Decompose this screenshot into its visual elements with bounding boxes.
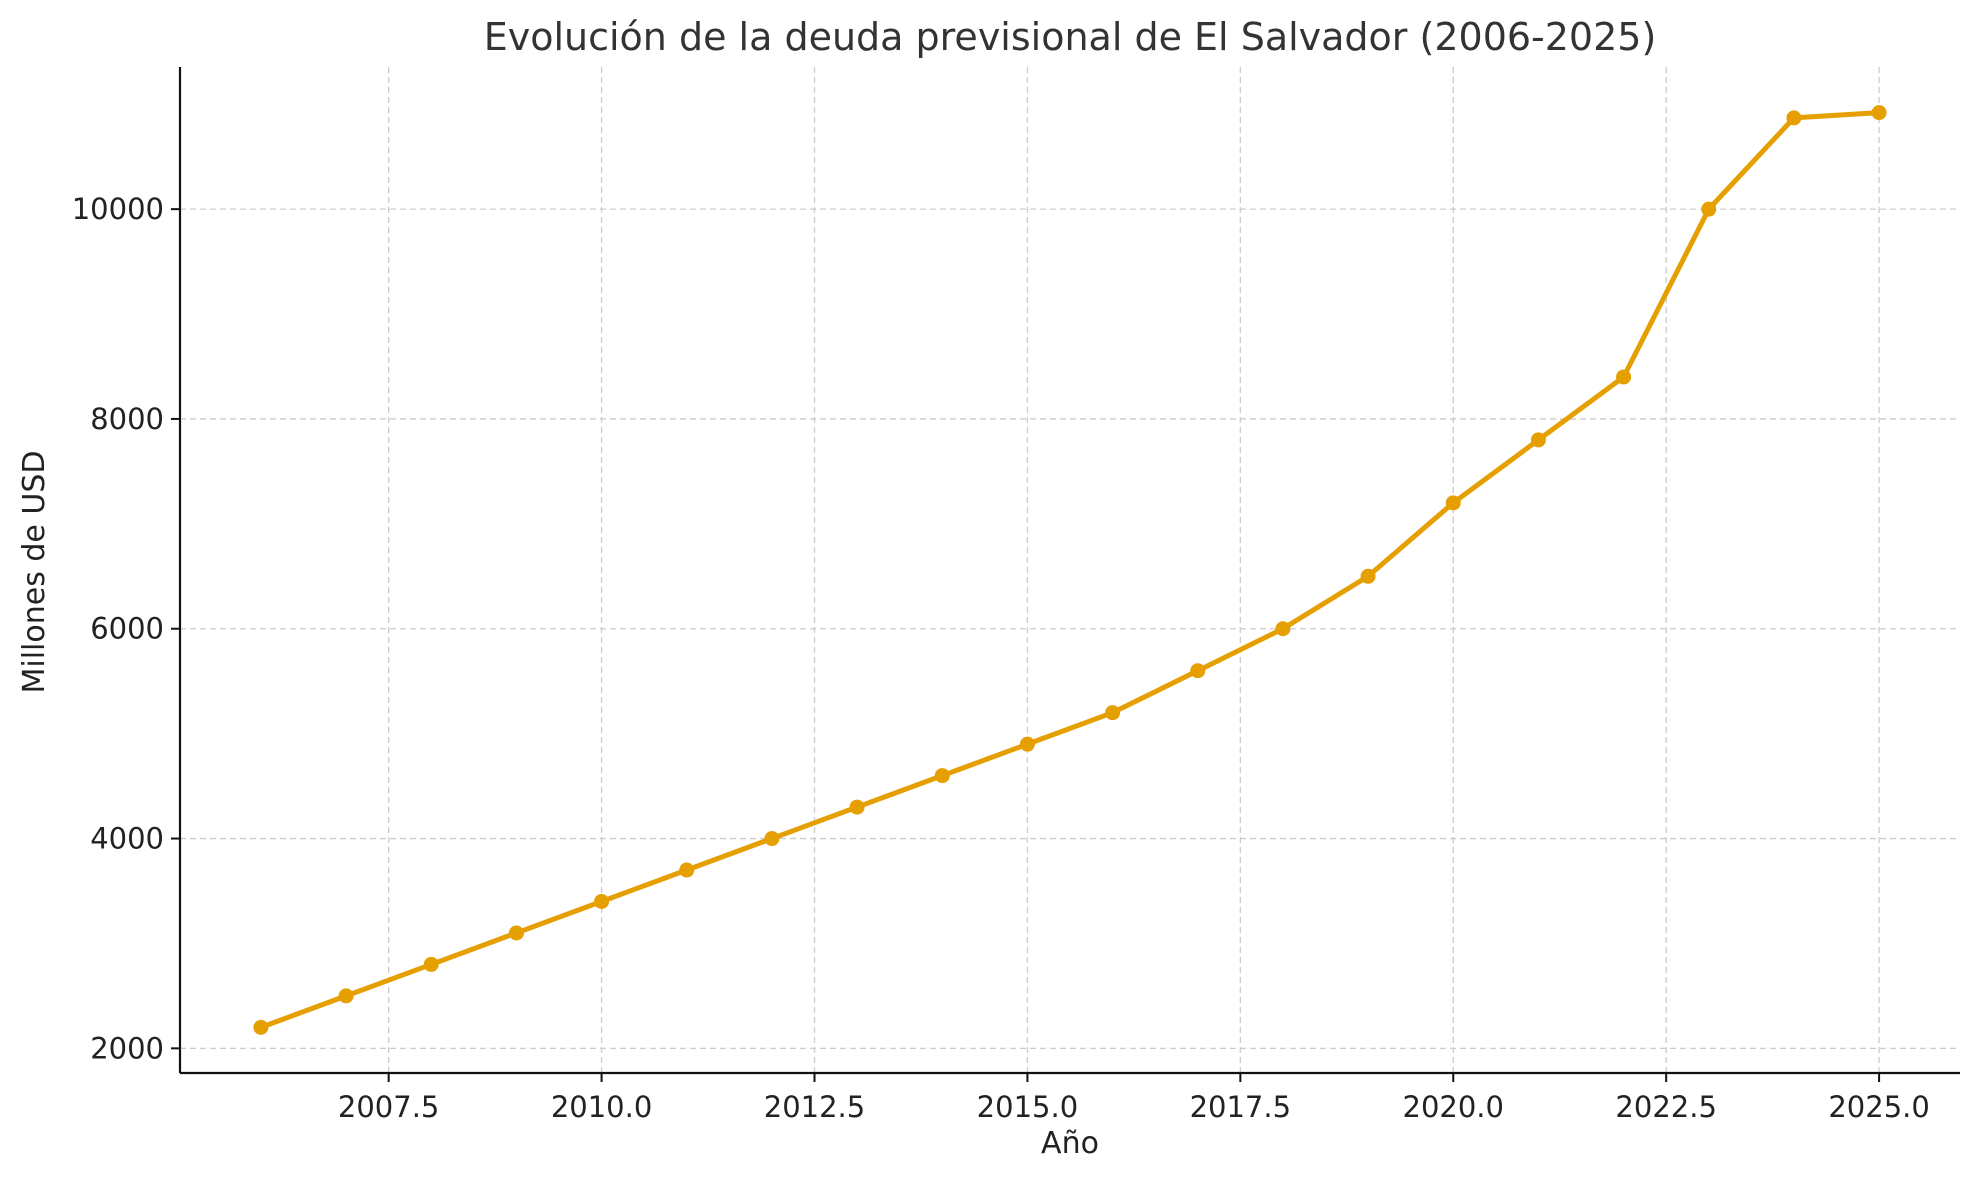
series-line [258,110,1882,1030]
data-point [1105,705,1121,721]
x-axis-ticks: 2007.5 2010.0 2012.5 2015.0 2017.5 2020.0 2022… [338,1073,1930,1124]
data-point [508,925,524,941]
data-point [1275,621,1291,637]
y-tick-label: 6000 [90,612,164,646]
y-tick-label: 4000 [90,822,164,856]
y-tick-label: 8000 [90,402,164,436]
y-tick-label: 2000 [90,1031,164,1065]
data-point [1360,568,1376,584]
x-tick-label: 2025.0 [1828,1090,1929,1124]
series-layer [253,105,1887,1035]
data-point [1019,736,1035,752]
data-point [423,956,439,972]
data-point [1616,369,1632,385]
y-axis-label: Millones de USD [17,450,52,693]
x-tick-label: 2007.5 [338,1090,439,1124]
data-point [679,862,695,878]
x-tick-label: 2020.0 [1403,1090,1504,1124]
data-point [1530,432,1546,448]
data-point [1786,110,1802,126]
data-point [338,988,354,1004]
x-tick-label: 2015.0 [977,1090,1078,1124]
data-point [1701,201,1717,217]
data-point [764,831,780,847]
data-point [934,768,950,784]
x-tick-label: 2022.5 [1615,1090,1716,1124]
data-point [1871,105,1887,121]
chart-title: Evolución de la deuda previsional de El … [484,15,1657,59]
data-point [849,799,865,815]
x-tick-label: 2017.5 [1190,1090,1291,1124]
axes-spines [178,67,1960,1075]
data-point [1190,663,1206,679]
data-point [594,893,610,909]
grid-layer [180,67,1960,1073]
x-tick-label: 2012.5 [764,1090,865,1124]
y-tick-label: 10000 [72,192,164,226]
x-tick-label: 2010.0 [551,1090,652,1124]
data-point [253,1019,269,1035]
x-axis-label: Año [1041,1126,1099,1161]
data-point [1445,495,1461,511]
y-axis-ticks: 2000 4000 6000 8000 10000 [72,192,180,1065]
